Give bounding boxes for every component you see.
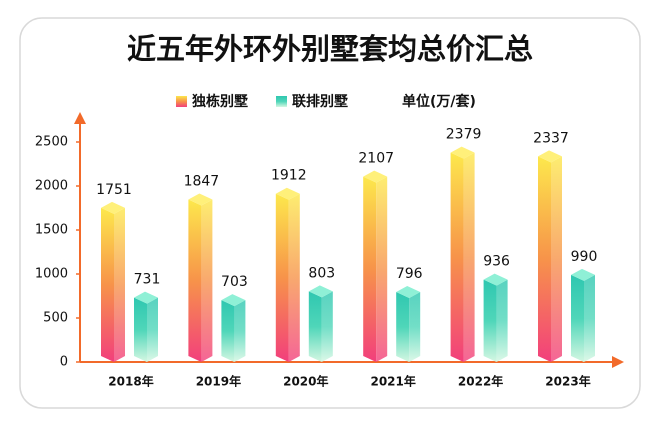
bar-top xyxy=(134,291,158,304)
bar-top xyxy=(483,273,508,286)
bar xyxy=(134,291,158,362)
value-label: 1751 xyxy=(96,182,132,198)
bar-top xyxy=(188,193,213,206)
bar-top xyxy=(275,187,300,200)
bar-top xyxy=(538,150,562,163)
value-label: 2107 xyxy=(358,151,394,167)
bar-right-shade xyxy=(497,280,508,362)
bar xyxy=(363,170,388,362)
bar-left-face xyxy=(221,300,235,362)
value-label: 936 xyxy=(483,254,510,270)
y-axis-arrow xyxy=(74,112,86,124)
bar-top xyxy=(571,268,595,281)
bar-right-shade xyxy=(584,275,595,362)
bar-left-face xyxy=(188,199,202,362)
bar-right-face xyxy=(234,300,246,362)
x-tick-label: 2022年 xyxy=(458,374,503,389)
bar-left-face xyxy=(571,274,584,362)
value-label: 2337 xyxy=(533,130,569,146)
bar-right-face xyxy=(409,291,421,362)
bar-top xyxy=(450,146,475,159)
value-label: 796 xyxy=(396,266,423,282)
x-tick-label: 2021年 xyxy=(370,374,415,389)
x-tick-label: 2019年 xyxy=(196,374,241,389)
bar-right-shade xyxy=(147,298,158,362)
bar xyxy=(538,150,562,362)
bar-right-shade xyxy=(289,194,300,362)
value-label: 1847 xyxy=(184,173,220,189)
bar-right-face xyxy=(201,199,213,362)
bar-left-face xyxy=(483,279,497,362)
bar-left-face xyxy=(396,291,410,362)
bar-right-shade xyxy=(234,300,245,362)
y-tick-label: 1500 xyxy=(35,223,68,238)
unit-label: 单位(万/套) xyxy=(402,93,476,110)
bar xyxy=(396,285,421,362)
x-axis-arrow xyxy=(612,356,624,368)
value-label: 2379 xyxy=(446,127,482,143)
bar-right-shade xyxy=(201,199,212,362)
legend-swatch xyxy=(176,96,187,107)
bar xyxy=(221,294,246,362)
bar xyxy=(101,201,125,362)
bar-right-face xyxy=(114,207,125,362)
bar-left-face xyxy=(538,156,551,362)
value-label: 1912 xyxy=(271,168,307,184)
bar-right-face xyxy=(321,291,333,362)
bar-right-shade xyxy=(551,156,562,362)
value-label: 703 xyxy=(221,274,248,290)
bar-right-shade xyxy=(464,153,475,362)
legend-swatch xyxy=(276,96,287,107)
bar xyxy=(571,268,595,362)
bar xyxy=(308,285,333,362)
bar-right-shade xyxy=(114,208,125,362)
bar-left-face xyxy=(450,152,464,362)
bar-top xyxy=(308,285,333,298)
chart-title: 近五年外环外别墅套均总价汇总 xyxy=(127,32,533,66)
bar-top xyxy=(363,170,388,183)
bar-left-face xyxy=(101,207,114,362)
bar-right-shade xyxy=(409,292,420,362)
value-label: 803 xyxy=(308,265,335,281)
bar-right-face xyxy=(463,152,475,362)
bar-top xyxy=(101,201,125,214)
x-tick-label: 2018年 xyxy=(108,374,153,389)
bar-top xyxy=(396,285,421,298)
value-label: 990 xyxy=(571,249,598,265)
bar-left-face xyxy=(134,297,147,362)
bar-right-shade xyxy=(376,177,387,362)
x-tick-label: 2020年 xyxy=(283,374,328,389)
bar-left-face xyxy=(363,176,377,362)
bar-right-face xyxy=(584,274,595,362)
y-tick-label: 2000 xyxy=(35,179,68,194)
bar-right-face xyxy=(376,176,388,362)
bar-right-face xyxy=(147,297,158,362)
bar-right-face xyxy=(288,193,300,362)
bar-right-face xyxy=(551,156,562,362)
bar xyxy=(450,146,475,362)
bar-top xyxy=(221,294,246,307)
bar xyxy=(275,187,300,362)
legend-label: 联排别墅 xyxy=(292,93,348,110)
y-tick-label: 1000 xyxy=(35,267,68,282)
y-tick-label: 500 xyxy=(43,311,68,326)
bar-left-face xyxy=(308,291,322,362)
y-tick-label: 0 xyxy=(60,355,68,370)
bar-right-face xyxy=(496,279,508,362)
y-tick-label: 2500 xyxy=(35,135,68,150)
x-tick-label: 2023年 xyxy=(545,374,590,389)
bar-left-face xyxy=(275,193,289,362)
bar-right-shade xyxy=(322,291,333,362)
bar xyxy=(483,273,508,362)
bar xyxy=(188,193,213,362)
value-label: 731 xyxy=(134,272,161,288)
legend-label: 独栋别墅 xyxy=(192,93,248,110)
